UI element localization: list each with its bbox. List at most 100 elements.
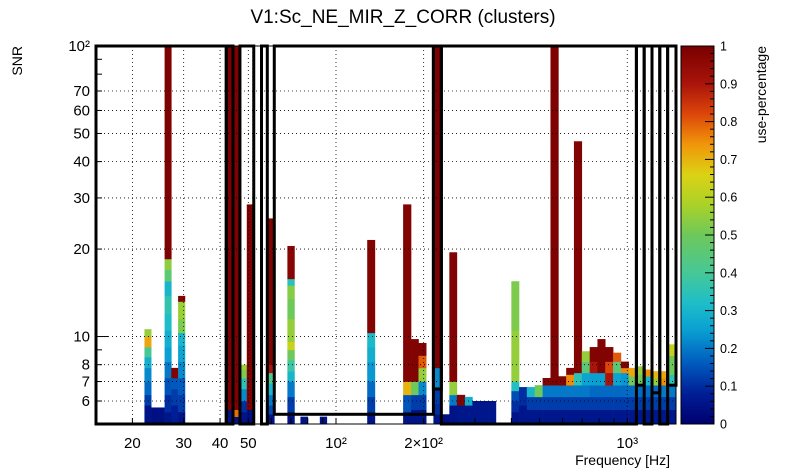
- heatmap-cell: [613, 396, 622, 410]
- heatmap-cell: [644, 409, 653, 425]
- heatmap-cell: [164, 258, 172, 270]
- y-tick-label: 10²: [68, 38, 90, 55]
- palette-axis: 0 0.1 0.2 0.3 0.4 0.5 0.6 0.7 0.8 0.9 1: [705, 40, 737, 432]
- heatmap-cell: [605, 347, 614, 362]
- heatmap-cell: [144, 405, 152, 425]
- y-tick-label: 30: [73, 190, 90, 207]
- palette-tick-label: 0.8: [720, 115, 737, 129]
- palette-tick-label: 0.1: [720, 380, 737, 394]
- palette-tick-label: 0.2: [720, 342, 737, 356]
- heatmap-cell: [566, 409, 575, 425]
- heatmap-cell: [164, 313, 172, 331]
- heatmap-cell: [367, 381, 376, 398]
- palette-tick-label: 1: [720, 40, 727, 54]
- heatmap-cell: [456, 394, 466, 406]
- heatmap-cell: [287, 245, 295, 280]
- heatmap-cell: [287, 341, 295, 351]
- heatmap-cell: [144, 394, 152, 406]
- heatmap-cell: [644, 376, 653, 386]
- heatmap-cell: [403, 411, 412, 425]
- heatmap-cell: [566, 367, 575, 375]
- heatmap-cell: [164, 347, 172, 362]
- palette-tick-label: 0.5: [720, 229, 737, 243]
- heatmap-cell: [367, 361, 376, 382]
- heatmap-cell: [511, 400, 520, 413]
- heatmap-cell: [636, 385, 645, 398]
- heatmap-cell: [164, 330, 172, 348]
- heatmap-cell: [659, 409, 668, 425]
- heatmap-cell: [613, 352, 622, 362]
- heatmap-cell: [403, 204, 412, 382]
- heatmap-cell: [164, 361, 172, 379]
- heatmap-cell: [287, 381, 295, 398]
- heatmap-cell: [605, 385, 614, 398]
- heatmap-cell: [526, 387, 535, 398]
- palette-tick-label: 0.6: [720, 191, 737, 205]
- heatmap-cell: [534, 385, 543, 398]
- heatmap-cell: [620, 367, 629, 374]
- x-axis: 20 30 40 50 10² 2×10² 10³: [124, 418, 638, 452]
- heatmap-cell: [589, 361, 598, 374]
- heatmap-cell: [418, 409, 427, 425]
- heatmap-cell: [418, 394, 427, 410]
- heatmap-cell: [287, 298, 295, 320]
- y-tick-label: 6: [82, 393, 90, 410]
- heatmap-cell: [287, 349, 295, 361]
- heatmap-cell: [526, 409, 535, 425]
- heatmap-cell: [659, 377, 668, 386]
- heatmap-cell: [246, 409, 255, 425]
- heatmap-cell: [652, 396, 661, 410]
- y-axis: 6 78 10 20 30 40 50 60 70 10²: [68, 38, 108, 425]
- heatmap-cell: [456, 405, 466, 425]
- heatmap-cell: [287, 278, 295, 286]
- heatmap-cell: [178, 377, 186, 396]
- heatmap-cell: [581, 396, 590, 410]
- heatmap-cell: [652, 409, 661, 425]
- heatmap-cell: [636, 374, 645, 386]
- y-axis-label: SNR: [9, 46, 25, 76]
- heatmap-cell: [267, 383, 275, 396]
- heatmap-cell: [542, 409, 551, 425]
- heatmap-cell: [433, 414, 442, 425]
- heatmap-cell: [628, 385, 637, 398]
- heatmap-cell: [667, 396, 677, 410]
- heatmap-cell: [171, 377, 179, 390]
- heatmap-cell: [566, 385, 575, 398]
- heatmap-cell: [239, 400, 248, 413]
- heatmap-cell: [597, 358, 606, 374]
- heatmap-cell: [597, 396, 606, 410]
- heatmap-cell: [605, 372, 614, 386]
- heatmap-cell: [164, 295, 172, 314]
- heatmap-cell: [644, 369, 653, 377]
- heatmap-cell: [433, 46, 442, 369]
- heatmap-cell: [239, 377, 248, 390]
- heatmap-cell: [411, 381, 419, 396]
- heatmap-cell: [319, 416, 328, 425]
- heatmap-cell: [620, 396, 629, 410]
- heatmap-cell: [573, 372, 583, 386]
- heatmap-cell: [171, 367, 179, 379]
- heatmap-cell: [581, 351, 590, 362]
- heatmap-cell: [628, 367, 637, 377]
- heatmap-cell: [542, 396, 551, 410]
- heatmap-cell: [573, 409, 583, 425]
- heatmap-cell: [246, 204, 255, 410]
- x-tick-label: 10³: [616, 435, 638, 452]
- heatmap-cell: [239, 369, 248, 379]
- plot-frame: [95, 45, 677, 425]
- heatmap-cell: [558, 376, 567, 386]
- heatmap-cell: [519, 387, 528, 406]
- heatmap-cell: [144, 367, 152, 382]
- heatmap-cell: [644, 385, 653, 398]
- heatmap-cell: [620, 372, 629, 386]
- heatmap-cell: [403, 394, 412, 413]
- palette-tick-label: 0: [720, 418, 727, 432]
- heatmap-cell: [534, 409, 543, 425]
- heatmap-cell: [232, 409, 241, 417]
- heatmap-cell: [287, 318, 295, 342]
- heatmap-cell: [526, 396, 535, 410]
- heatmap-cell: [644, 396, 653, 410]
- heatmap-cell: [488, 400, 497, 425]
- heatmap-cell: [613, 385, 622, 398]
